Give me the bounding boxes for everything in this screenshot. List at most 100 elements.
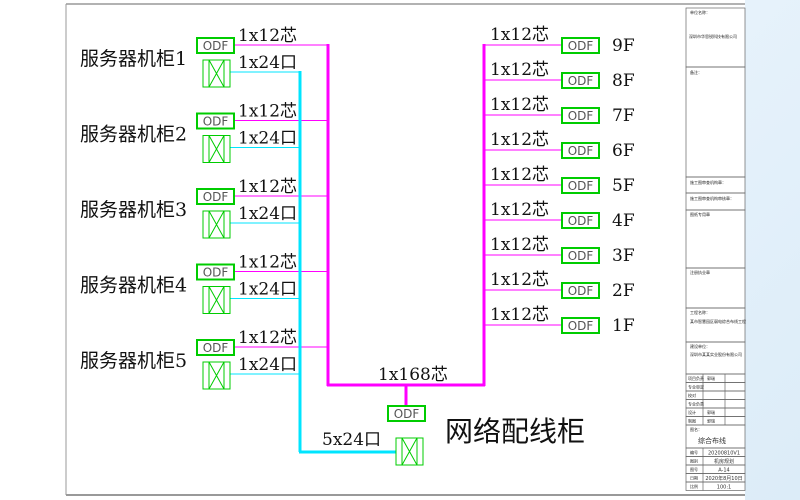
floor-label: 3F — [612, 246, 635, 266]
sign-name: 郭瑞 — [707, 375, 715, 381]
fiber-count-label: 1x12芯 — [238, 253, 297, 273]
info-value: 2020年8月10日 — [705, 475, 742, 482]
odf-label: ODF — [568, 144, 594, 158]
fiber-count-label: 1x12芯 — [238, 26, 297, 46]
sign-name: 郭瑞 — [707, 409, 715, 415]
trunk-label: 1x168芯 — [378, 365, 448, 385]
floor-label: 1F — [612, 316, 635, 336]
rack-label: 服务器机柜3 — [80, 199, 187, 221]
info-value: 机房规划 — [714, 458, 734, 465]
odf-label: ODF — [568, 39, 594, 53]
sign-role: 设计 — [688, 409, 696, 415]
odf-box — [387, 405, 426, 422]
odf-label: ODF — [568, 284, 594, 298]
patch-panel-icon — [395, 437, 424, 466]
floor-label: 5F — [612, 176, 635, 196]
license-seal-label: 注册执业章 — [690, 269, 710, 275]
odf-box — [561, 247, 600, 264]
info-label: 图号 — [690, 466, 698, 472]
drawing-name-label: 图名： — [690, 426, 702, 432]
odf-label: ODF — [568, 74, 594, 88]
patch-panel-icon — [202, 135, 231, 163]
floor-fiber-label: 1x12芯 — [490, 130, 549, 150]
patch-panel-icon — [208, 361, 225, 390]
patch-panel-icon — [202, 286, 231, 314]
drawing-sheet — [0, 0, 745, 500]
sign-role: 制图 — [688, 418, 696, 424]
info-label: 编号 — [690, 449, 698, 455]
floor-fiber-label: 1x12芯 — [490, 200, 549, 220]
rack-label: 服务器机柜2 — [80, 124, 187, 146]
odf-label: ODF — [203, 190, 229, 204]
client-name: 深圳市某某实业股份有限公司 — [690, 351, 742, 357]
title-block-row — [685, 209, 746, 269]
floor-fiber-label: 1x12芯 — [490, 235, 549, 255]
sign-role: 专业负责 — [688, 401, 704, 407]
sign-role: 项目负责 — [688, 375, 704, 381]
odf-label: ODF — [203, 266, 229, 280]
odf-box — [561, 37, 600, 54]
patch-panel-icon — [208, 59, 225, 88]
floor-fiber-label: 1x12芯 — [490, 165, 549, 185]
info-value: 100:1 — [717, 484, 731, 490]
rack-label: 服务器机柜4 — [80, 275, 187, 297]
odf-box — [196, 112, 235, 130]
odf-box — [561, 107, 600, 124]
odf-box — [561, 72, 600, 89]
copper-trunk-label: 5x24口 — [322, 430, 381, 450]
floor-label: 7F — [612, 106, 635, 126]
patch-panel-icon — [208, 210, 225, 239]
rack-label: 服务器机柜1 — [80, 48, 187, 70]
odf-box — [561, 282, 600, 299]
fiber-count-label: 1x12芯 — [238, 177, 297, 197]
odf-box — [561, 317, 600, 334]
floor-fiber-label: 1x12芯 — [490, 305, 549, 325]
odf-box — [196, 37, 235, 54]
review-stamp-label: 施工图审查机构章： — [690, 179, 726, 185]
odf-label: ODF — [568, 109, 594, 123]
rack-label: 服务器机柜5 — [80, 350, 187, 372]
review-seal-label: 施工图审查机构审核章： — [690, 195, 734, 201]
floor-label: 4F — [612, 211, 635, 231]
floor-fiber-label: 1x12芯 — [490, 270, 549, 290]
odf-box — [196, 339, 235, 356]
odf-box — [196, 188, 235, 205]
info-value: 20200810V1 — [708, 450, 740, 456]
patch-panel-icon — [401, 437, 418, 466]
odf-label: ODF — [203, 39, 229, 53]
odf-label: ODF — [568, 319, 594, 333]
fiber-count-label: 1x12芯 — [238, 328, 297, 348]
odf-box — [561, 142, 600, 159]
floor-fiber-label: 1x12芯 — [490, 25, 549, 45]
copper-count-label: 1x24口 — [238, 129, 297, 149]
patch-panel-icon — [208, 286, 225, 314]
sign-name: 郭瑞 — [707, 418, 715, 424]
odf-label: ODF — [568, 179, 594, 193]
title-block-notes — [685, 66, 746, 178]
patch-panel-icon — [208, 135, 225, 163]
client-label: 建设单位： — [690, 343, 710, 349]
patch-panel-icon — [202, 361, 231, 390]
odf-label: ODF — [203, 341, 229, 355]
info-value: A-14 — [718, 467, 729, 473]
project-label: 工程名称： — [690, 309, 710, 315]
company-name: 深圳市华思锐科技有限公司 — [689, 33, 737, 39]
sign-role: 专业审定 — [688, 384, 704, 390]
odf-label: ODF — [394, 407, 420, 421]
sign-role: 校对 — [688, 392, 696, 398]
odf-box — [561, 212, 600, 229]
floor-fiber-label: 1x12芯 — [490, 60, 549, 80]
company-label: 单位名称： — [690, 9, 710, 15]
copper-count-label: 1x24口 — [238, 355, 297, 375]
info-label: 图别 — [690, 458, 698, 464]
odf-box — [561, 177, 600, 194]
drawing-name: 综合布线 — [698, 436, 726, 445]
patch-panel-icon — [202, 210, 231, 239]
info-label: 比例 — [690, 483, 698, 489]
cabinet-title: 网络配线柜 — [445, 415, 585, 448]
copper-count-label: 1x24口 — [238, 280, 297, 300]
copper-count-label: 1x24口 — [238, 53, 297, 73]
floor-fiber-label: 1x12芯 — [490, 95, 549, 115]
project-name: 某市智慧园区弱电综合布线工程 — [690, 318, 746, 324]
